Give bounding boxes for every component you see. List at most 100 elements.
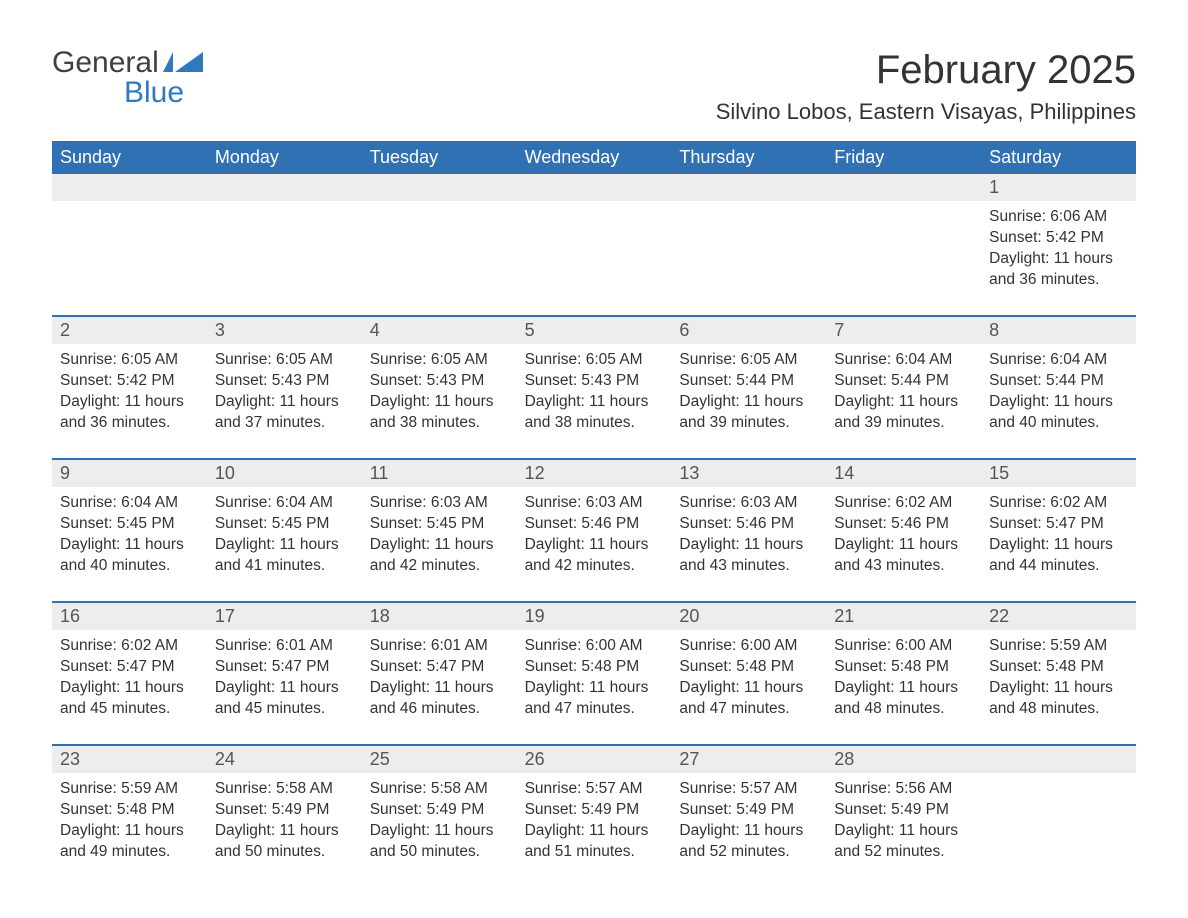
- daylight-line: Daylight: 11 hours and 38 minutes.: [525, 392, 664, 434]
- day-cells-row: Sunrise: 5:59 AMSunset: 5:48 PM Daylight:…: [52, 773, 1136, 883]
- day-cell: Sunrise: 5:58 AMSunset: 5:49 PMDaylight:…: [207, 773, 362, 883]
- day-number: 6: [671, 317, 826, 344]
- day-number: 3: [207, 317, 362, 344]
- sunrise-line: Sunrise: 6:04 AM: [989, 350, 1128, 371]
- day-number: 19: [517, 603, 672, 630]
- weekday-label: Monday: [207, 141, 362, 174]
- sunrise-line: Sunrise: 6:00 AM: [525, 636, 664, 657]
- sunrise-line: Sunrise: 6:04 AM: [215, 493, 354, 514]
- day-cell: Sunrise: 6:04 AMSunset: 5:45 PMDaylight:…: [52, 487, 207, 597]
- sunset-line: Sunset: 5:49 PM: [370, 800, 509, 821]
- daylight-line: Daylight: 11 hours and 45 minutes.: [215, 678, 354, 720]
- daylight-line: Daylight: 11 hours and 37 minutes.: [215, 392, 354, 434]
- sunset-line: Sunset: 5:42 PM: [989, 228, 1128, 249]
- day-cell: Sunrise: 6:05 AMSunset: 5:44 PMDaylight:…: [671, 344, 826, 454]
- weekday-label: Saturday: [981, 141, 1136, 174]
- day-cell: [517, 201, 672, 311]
- sunrise-line: Sunrise: 6:02 AM: [60, 636, 199, 657]
- sunset-line: Sunset: 5:44 PM: [989, 371, 1128, 392]
- week: 2345678Sunrise: 6:05 AMSunset: 5:42 PMDa…: [52, 317, 1136, 454]
- sunset-line: Sunset: 5:48 PM: [989, 657, 1128, 678]
- weekday-label: Friday: [826, 141, 981, 174]
- daylight-line: Daylight: 11 hours and 42 minutes.: [370, 535, 509, 577]
- day-number-row: 232425262728: [52, 746, 1136, 773]
- calendar: SundayMondayTuesdayWednesdayThursdayFrid…: [52, 141, 1136, 883]
- sunrise-line: Sunrise: 5:59 AM: [989, 636, 1128, 657]
- day-cell: Sunrise: 6:01 AMSunset: 5:47 PMDaylight:…: [362, 630, 517, 740]
- daylight-line: Daylight: 11 hours and 39 minutes.: [834, 392, 973, 434]
- sunrise-line: Sunrise: 6:05 AM: [370, 350, 509, 371]
- header: General Blue February 2025 Silvino Lobos…: [52, 48, 1136, 125]
- day-number: 2: [52, 317, 207, 344]
- daylight-line: Daylight: 11 hours and 52 minutes.: [679, 821, 818, 863]
- daylight-line: Daylight: 11 hours and 43 minutes.: [679, 535, 818, 577]
- month-title: February 2025: [716, 48, 1136, 93]
- sunrise-line: Sunrise: 6:03 AM: [679, 493, 818, 514]
- sunrise-line: Sunrise: 6:05 AM: [60, 350, 199, 371]
- day-cell: Sunrise: 5:57 AMSunset: 5:49 PMDaylight:…: [671, 773, 826, 883]
- daylight-line: Daylight: 11 hours and 41 minutes.: [215, 535, 354, 577]
- day-cell: Sunrise: 6:00 AMSunset: 5:48 PMDaylight:…: [517, 630, 672, 740]
- day-cell: Sunrise: 6:01 AMSunset: 5:47 PMDaylight:…: [207, 630, 362, 740]
- day-cell: Sunrise: 6:05 AMSunset: 5:43 PMDaylight:…: [207, 344, 362, 454]
- day-cell: Sunrise: 5:58 AMSunset: 5:49 PMDaylight:…: [362, 773, 517, 883]
- sunset-line: Sunset: 5:46 PM: [525, 514, 664, 535]
- day-cell: Sunrise: 6:02 AMSunset: 5:47 PMDaylight:…: [981, 487, 1136, 597]
- sunset-line: Sunset: 5:46 PM: [679, 514, 818, 535]
- day-cell: [207, 201, 362, 311]
- sunset-line: Sunset: 5:47 PM: [60, 657, 199, 678]
- daylight-line: Daylight: 11 hours and 39 minutes.: [679, 392, 818, 434]
- daylight-line: Daylight: 11 hours and 40 minutes.: [60, 535, 199, 577]
- day-cell: [52, 201, 207, 311]
- sunrise-line: Sunrise: 6:04 AM: [834, 350, 973, 371]
- day-cell: Sunrise: 6:00 AMSunset: 5:48 PMDaylight:…: [671, 630, 826, 740]
- title-block: February 2025 Silvino Lobos, Eastern Vis…: [716, 48, 1136, 125]
- sunset-line: Sunset: 5:46 PM: [834, 514, 973, 535]
- day-number-row: 16171819202122: [52, 603, 1136, 630]
- sunset-line: Sunset: 5:43 PM: [370, 371, 509, 392]
- day-number: 11: [362, 460, 517, 487]
- sunset-line: Sunset: 5:48 PM: [679, 657, 818, 678]
- sunrise-line: Sunrise: 6:00 AM: [834, 636, 973, 657]
- sunrise-line: Sunrise: 6:01 AM: [215, 636, 354, 657]
- day-number-row: 2345678: [52, 317, 1136, 344]
- day-cell: Sunrise: 6:06 AMSunset: 5:42 PMDaylight:…: [981, 201, 1136, 311]
- day-number: 13: [671, 460, 826, 487]
- sunrise-line: Sunrise: 6:06 AM: [989, 207, 1128, 228]
- sunset-line: Sunset: 5:48 PM: [60, 800, 199, 821]
- daylight-line: Daylight: 11 hours and 51 minutes.: [525, 821, 664, 863]
- sunrise-line: Sunrise: 6:04 AM: [60, 493, 199, 514]
- day-cells-row: Sunrise: 6:04 AMSunset: 5:45 PMDaylight:…: [52, 487, 1136, 597]
- day-number-row: 1: [52, 174, 1136, 201]
- daylight-line: Daylight: 11 hours and 52 minutes.: [834, 821, 973, 863]
- day-number: 18: [362, 603, 517, 630]
- week: 1Sunrise: 6:06 AMSunset: 5:42 PMDaylight…: [52, 174, 1136, 311]
- day-cell: Sunrise: 6:05 AMSunset: 5:42 PMDaylight:…: [52, 344, 207, 454]
- sunset-line: Sunset: 5:49 PM: [215, 800, 354, 821]
- day-number: [52, 174, 207, 201]
- daylight-line: Daylight: 11 hours and 47 minutes.: [679, 678, 818, 720]
- day-cells-row: Sunrise: 6:06 AMSunset: 5:42 PMDaylight:…: [52, 201, 1136, 311]
- sunrise-line: Sunrise: 5:58 AM: [370, 779, 509, 800]
- sunset-line: Sunset: 5:49 PM: [834, 800, 973, 821]
- daylight-line: Daylight: 11 hours and 36 minutes.: [989, 249, 1128, 291]
- day-cell: Sunrise: 6:03 AMSunset: 5:46 PMDaylight:…: [517, 487, 672, 597]
- weekday-label: Sunday: [52, 141, 207, 174]
- daylight-line: Daylight: 11 hours and 44 minutes.: [989, 535, 1128, 577]
- location: Silvino Lobos, Eastern Visayas, Philippi…: [716, 99, 1136, 125]
- sunset-line: Sunset: 5:49 PM: [525, 800, 664, 821]
- day-number: 9: [52, 460, 207, 487]
- day-cell: Sunrise: 6:03 AMSunset: 5:45 PMDaylight:…: [362, 487, 517, 597]
- sunset-line: Sunset: 5:45 PM: [60, 514, 199, 535]
- sunrise-line: Sunrise: 5:57 AM: [679, 779, 818, 800]
- week: 9101112131415Sunrise: 6:04 AMSunset: 5:4…: [52, 460, 1136, 597]
- sunrise-line: Sunrise: 5:59 AM: [60, 779, 199, 800]
- sunset-line: Sunset: 5:44 PM: [679, 371, 818, 392]
- day-number: 20: [671, 603, 826, 630]
- brand-logo: General Blue: [52, 48, 203, 108]
- day-number: 4: [362, 317, 517, 344]
- weekday-label: Wednesday: [517, 141, 672, 174]
- day-number: [207, 174, 362, 201]
- day-cell: Sunrise: 5:57 AMSunset: 5:49 PMDaylight:…: [517, 773, 672, 883]
- sunrise-line: Sunrise: 6:01 AM: [370, 636, 509, 657]
